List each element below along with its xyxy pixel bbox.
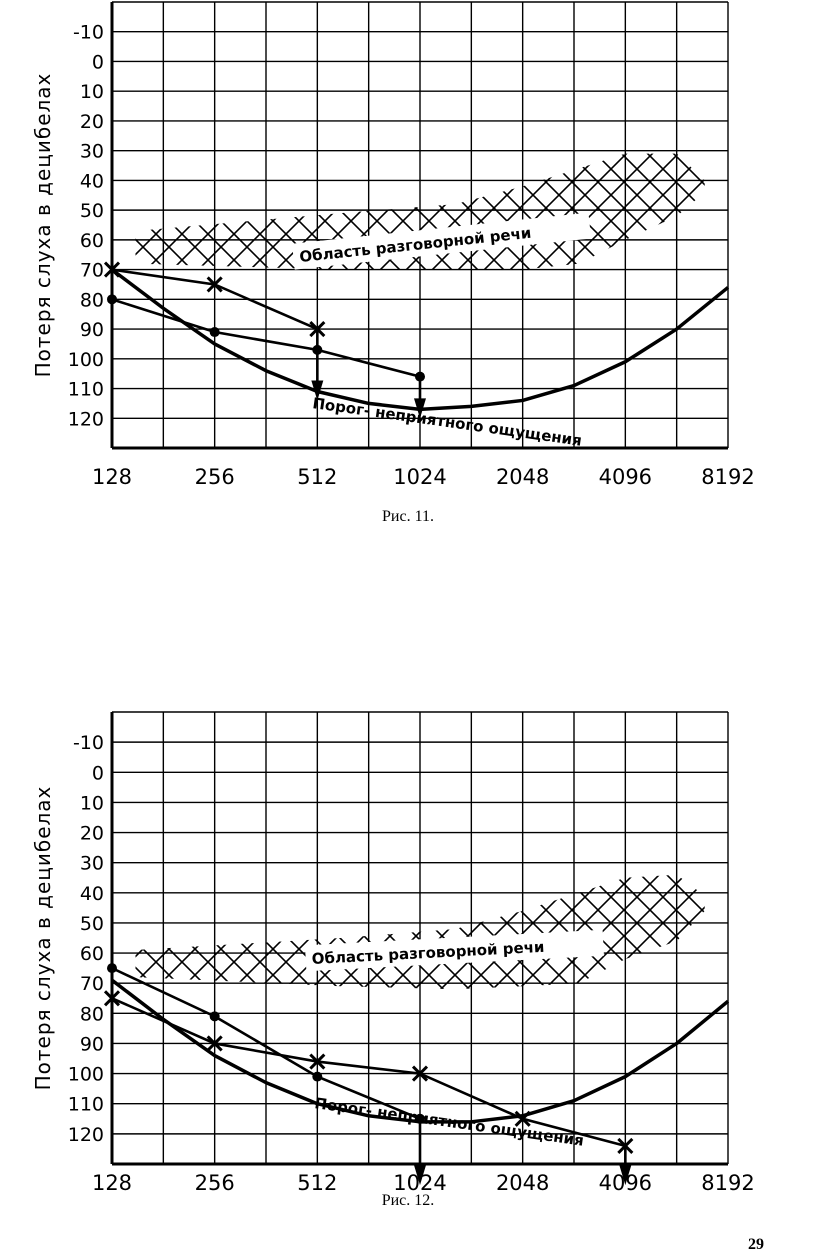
- y-tick-label: 110: [68, 1094, 104, 1116]
- y-tick-label: 100: [68, 349, 104, 371]
- x-tick-label: 512: [297, 1171, 337, 1195]
- series-cross: [103, 990, 634, 1186]
- y-tick-label: 0: [92, 762, 104, 784]
- arrow-head: [311, 380, 324, 401]
- data-point-dot: [209, 327, 220, 338]
- x-tick-label: 128: [92, 1171, 132, 1195]
- y-tick-label: 120: [68, 408, 104, 430]
- x-tick-label: 128: [92, 465, 132, 489]
- x-tick-label: 512: [297, 465, 337, 489]
- y-axis-title: Потеря слуха в децибелах: [31, 73, 55, 378]
- series-line: [111, 966, 421, 1121]
- y-tick-label: 10: [80, 81, 104, 103]
- x-tick-label: 256: [195, 1171, 235, 1195]
- series-dot: [107, 963, 426, 1186]
- figure-caption: Рис. 11.: [382, 508, 434, 525]
- x-tick-label: 4096: [599, 465, 652, 489]
- y-tick-label: 120: [68, 1124, 104, 1146]
- y-tick-label: 10: [80, 792, 104, 814]
- data-point-dot: [312, 1071, 323, 1082]
- y-tick-label: 100: [68, 1064, 104, 1086]
- data-point-cross: [206, 1035, 223, 1052]
- data-point-cross: [103, 990, 121, 1007]
- x-tick-label: 1024: [393, 465, 446, 489]
- series-line: [111, 298, 421, 378]
- data-point-cross: [411, 1065, 429, 1082]
- y-tick-label: 110: [68, 379, 104, 401]
- series-cross: [103, 261, 326, 401]
- y-tick-label: 30: [80, 853, 104, 875]
- data-point-dot: [107, 294, 117, 305]
- threshold-curve-label: Порог- неприятного ощущения: [311, 394, 582, 450]
- y-tick-label: 40: [80, 883, 104, 905]
- y-tick-label: -10: [73, 732, 104, 754]
- x-tick-label: 2048: [496, 465, 549, 489]
- series-dot: [107, 294, 426, 419]
- data-point-dot: [312, 344, 323, 355]
- page-number: 29: [748, 1236, 764, 1253]
- speech-region-label-bg: [305, 929, 604, 972]
- y-tick-label: 50: [80, 913, 104, 935]
- y-tick-label: 60: [80, 230, 104, 252]
- y-tick-label: 70: [80, 260, 104, 282]
- data-point-cross: [309, 1053, 326, 1070]
- x-tick-label: 256: [195, 465, 235, 489]
- audiogram-chart-12: -10 0 10 20 30 40 50 60 70 80 90 100 110 120 128 256 512…: [31, 711, 755, 1195]
- y-tick-label: 20: [80, 823, 104, 845]
- y-tick-label: 90: [80, 1033, 104, 1055]
- threshold-curve-label: Порог- неприятного ощущения: [313, 1094, 584, 1150]
- data-point-cross: [103, 261, 121, 278]
- y-tick-label: 60: [80, 943, 104, 965]
- figure-12: -10 0 10 20 30 40 50 60 70 80 90 100 110 120 128 256 512…: [0, 676, 816, 1236]
- y-tick-label: 70: [80, 973, 104, 995]
- y-tick-label: -10: [73, 22, 104, 44]
- audiogram-chart-11: -10 0 10 20 30 40 50 60 70 80 90 100 110 120 128 256 512…: [31, 1, 755, 489]
- y-tick-label: 0: [92, 51, 104, 73]
- figure-11: -10 0 10 20 30 40 50 60 70 80 90 100 110 120 128 256 512…: [0, 0, 816, 530]
- speech-region-label-bg: [292, 212, 592, 270]
- y-tick-label: 80: [80, 1003, 104, 1025]
- speech-region-band: [135, 874, 705, 990]
- y-tick-label: 20: [80, 111, 104, 133]
- y-tick-label: 90: [80, 319, 104, 341]
- data-point-cross: [514, 1110, 531, 1127]
- x-tick-label: 8192: [701, 465, 754, 489]
- data-point-dot: [209, 1011, 220, 1022]
- data-point-cross: [206, 276, 223, 293]
- x-tick-label: 2048: [496, 1171, 549, 1195]
- x-tick-label: 8192: [701, 1171, 754, 1195]
- arrow-head: [414, 1165, 426, 1186]
- data-point-dot: [107, 963, 117, 974]
- figure-caption: Рис. 12.: [381, 1192, 435, 1209]
- y-tick-label: 40: [80, 170, 104, 192]
- y-axis-title: Потеря слуха в децибелах: [31, 786, 55, 1091]
- arrow-head: [619, 1165, 632, 1186]
- series-line: [111, 997, 626, 1148]
- y-tick-label: 30: [80, 141, 104, 163]
- arrow-head: [414, 398, 426, 419]
- y-tick-label: 50: [80, 200, 104, 222]
- y-tick-label: 80: [80, 289, 104, 311]
